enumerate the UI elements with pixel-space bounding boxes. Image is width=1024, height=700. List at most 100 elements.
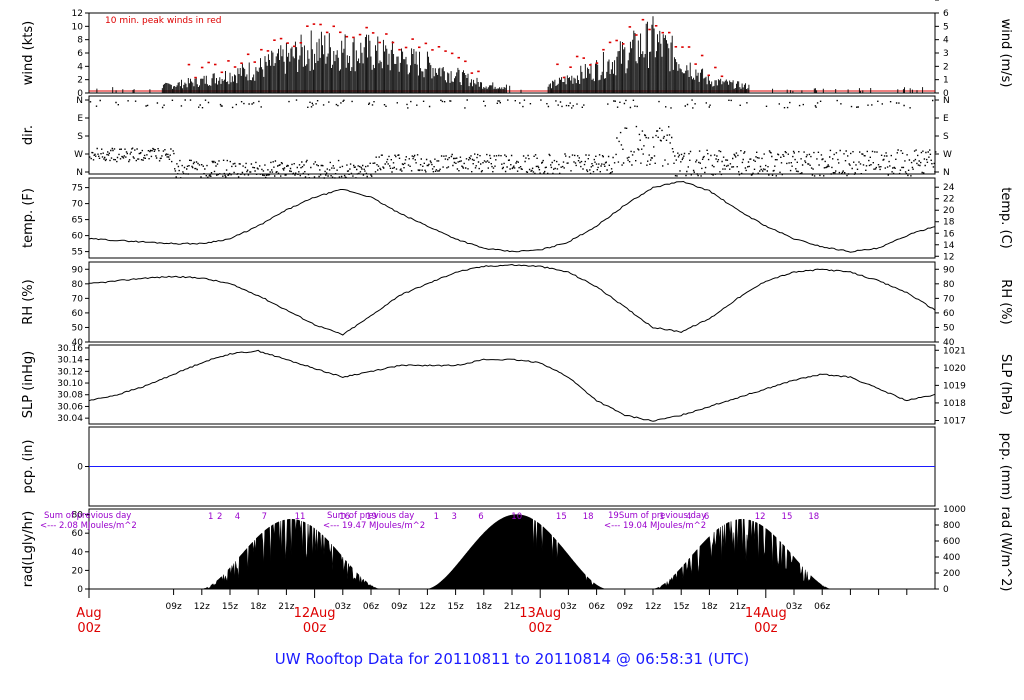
wind-peak-marker bbox=[233, 66, 237, 68]
rh-right-tick-label: 70 bbox=[943, 294, 955, 304]
dir-tick-label: N bbox=[76, 168, 83, 178]
wind-peak-marker bbox=[293, 45, 296, 48]
rad-tick-label: 0 bbox=[77, 585, 83, 595]
wind-right-tick-label: 1 bbox=[943, 76, 949, 86]
temp-right-tick-label: 20 bbox=[943, 206, 955, 216]
rad-daily-sum-title: Sum of previous day bbox=[327, 511, 414, 521]
wind-peak-marker bbox=[325, 31, 329, 34]
wind-peak-marker bbox=[273, 39, 276, 41]
rad-hour-mark: 16 bbox=[339, 512, 350, 522]
rh-tick-label: 50 bbox=[72, 323, 84, 333]
chart-title: UW Rooftop Data for 20110811 to 20110814… bbox=[274, 650, 750, 668]
slp-tick-label: 30.06 bbox=[57, 402, 83, 412]
wind-peak-marker bbox=[635, 34, 638, 36]
x-tick-label: 15z bbox=[222, 602, 238, 612]
wind-annotation: 10 min. peak winds in red bbox=[105, 16, 222, 26]
rh-ylabel-right: RH (%) bbox=[998, 279, 1013, 324]
x-axis: 09z 12z 15z 18z 21z 03z 06z 09z 12z 15z 18z 21z 03z 0… bbox=[76, 589, 908, 636]
x-tick-label: 18z bbox=[476, 602, 492, 612]
x-tick-label: 21z bbox=[504, 602, 520, 612]
wind-speed-bars bbox=[96, 16, 924, 93]
temp-right-tick-label: 22 bbox=[943, 195, 954, 205]
rad-right-tick-label: 1000 bbox=[943, 505, 966, 515]
wind-peak-marker bbox=[385, 33, 388, 35]
x-tick-label: 09z bbox=[166, 602, 182, 612]
temp-tick-label: 70 bbox=[72, 200, 84, 210]
wind-peak-marker bbox=[279, 37, 283, 40]
rad-right-tick-label: 200 bbox=[943, 569, 960, 579]
dir-right-tick-label: W bbox=[943, 150, 952, 160]
wind-peak-marker bbox=[339, 31, 342, 34]
wind-tick-label: 2 bbox=[77, 76, 83, 86]
wind-peak-marker bbox=[582, 57, 585, 59]
dir-right-tick-label: S bbox=[943, 132, 949, 142]
wind-peak-marker bbox=[681, 46, 684, 48]
slp-right-tick-label: 1020 bbox=[943, 364, 966, 374]
rh-tick-label: 70 bbox=[72, 294, 84, 304]
wind-peak-marker bbox=[240, 62, 243, 64]
x-tick-label: 15z bbox=[673, 602, 689, 612]
x-day-zulu-label: 00z bbox=[77, 621, 101, 636]
dir-right-tick-label: N bbox=[943, 96, 950, 106]
wind-peak-marker bbox=[457, 56, 460, 59]
wind-peak-marker bbox=[674, 46, 678, 48]
temp-tick-label: 55 bbox=[72, 248, 83, 258]
wind-peak-marker bbox=[668, 31, 671, 34]
slp-tick-label: 30.10 bbox=[57, 379, 83, 389]
wind-peak-marker bbox=[319, 23, 322, 26]
x-day-label: 13Aug bbox=[519, 606, 561, 621]
rad-hour-mark: 15 bbox=[556, 512, 567, 522]
pcp-tick-label: 0 bbox=[77, 463, 83, 473]
wind-tick-label: 4 bbox=[77, 62, 83, 72]
x-tick-label: 09z bbox=[617, 602, 633, 612]
rh-ylabel: RH (%) bbox=[21, 279, 36, 324]
wind-peak-marker bbox=[615, 39, 618, 42]
slp-tick-label: 30.08 bbox=[57, 391, 83, 401]
rad-day-area bbox=[201, 518, 381, 590]
rad-hour-mark: 4 bbox=[686, 512, 691, 522]
slp-tick-label: 30.14 bbox=[57, 356, 83, 366]
wind-peak-marker bbox=[266, 50, 270, 52]
wind-ylabel-right: wind (m/s) bbox=[998, 19, 1013, 88]
rad-hour-mark: 18 bbox=[808, 512, 819, 522]
rad-hour-mark: 12 bbox=[755, 512, 766, 522]
wind-peak-marker bbox=[194, 76, 197, 79]
temp-ylabel-right: temp. (C) bbox=[998, 187, 1013, 249]
rh-tick-label: 60 bbox=[72, 309, 84, 319]
wind-peak-marker bbox=[477, 70, 480, 73]
x-tick-label: 03z bbox=[560, 602, 576, 612]
wind-peak-marker bbox=[622, 43, 625, 45]
temp-right-tick-label: 14 bbox=[943, 241, 955, 251]
wind-peak-marker bbox=[214, 63, 217, 66]
temp-right-tick-label: 16 bbox=[943, 229, 955, 239]
x-tick-label: 12z bbox=[645, 602, 661, 612]
rad-hour-mark: 3 bbox=[451, 512, 456, 522]
x-tick-label: 21z bbox=[730, 602, 746, 612]
x-tick-label: 03z bbox=[786, 602, 802, 612]
wind-tick-label: 6 bbox=[77, 49, 83, 59]
wind-peak-marker bbox=[661, 31, 664, 34]
wind-peak-marker bbox=[444, 50, 447, 52]
wind-peak-marker bbox=[299, 42, 303, 44]
wind-peak-marker bbox=[332, 25, 335, 28]
wind-peak-marker bbox=[207, 61, 210, 64]
temp-series-line bbox=[88, 180, 936, 253]
rh-panel-frame bbox=[88, 261, 936, 343]
x-day-zulu-label: 00z bbox=[754, 621, 778, 636]
slp-tick-label: 30.16 bbox=[57, 344, 83, 354]
wind-right-tick-label: 3 bbox=[943, 49, 949, 59]
rh-series-line bbox=[88, 263, 936, 336]
wind-peak-marker bbox=[628, 26, 632, 28]
pcp-ylabel-right: pcp. (mm) bbox=[998, 433, 1013, 500]
wind-peak-marker bbox=[470, 72, 474, 74]
x-tick-label: 09z bbox=[391, 602, 407, 612]
rad-tick-label: 40 bbox=[72, 548, 84, 558]
rad-tick-label: 60 bbox=[72, 529, 84, 539]
x-tick-label: 18z bbox=[701, 602, 717, 612]
rad-ylabel-right: rad (W/m^2) bbox=[998, 507, 1013, 592]
wind-peak-marker bbox=[227, 60, 230, 62]
wind-peak-marker bbox=[720, 75, 724, 78]
wind-peak-marker bbox=[431, 49, 434, 51]
temp-right-tick-label: 18 bbox=[943, 218, 955, 228]
rh-right-tick-label: 60 bbox=[943, 309, 955, 319]
